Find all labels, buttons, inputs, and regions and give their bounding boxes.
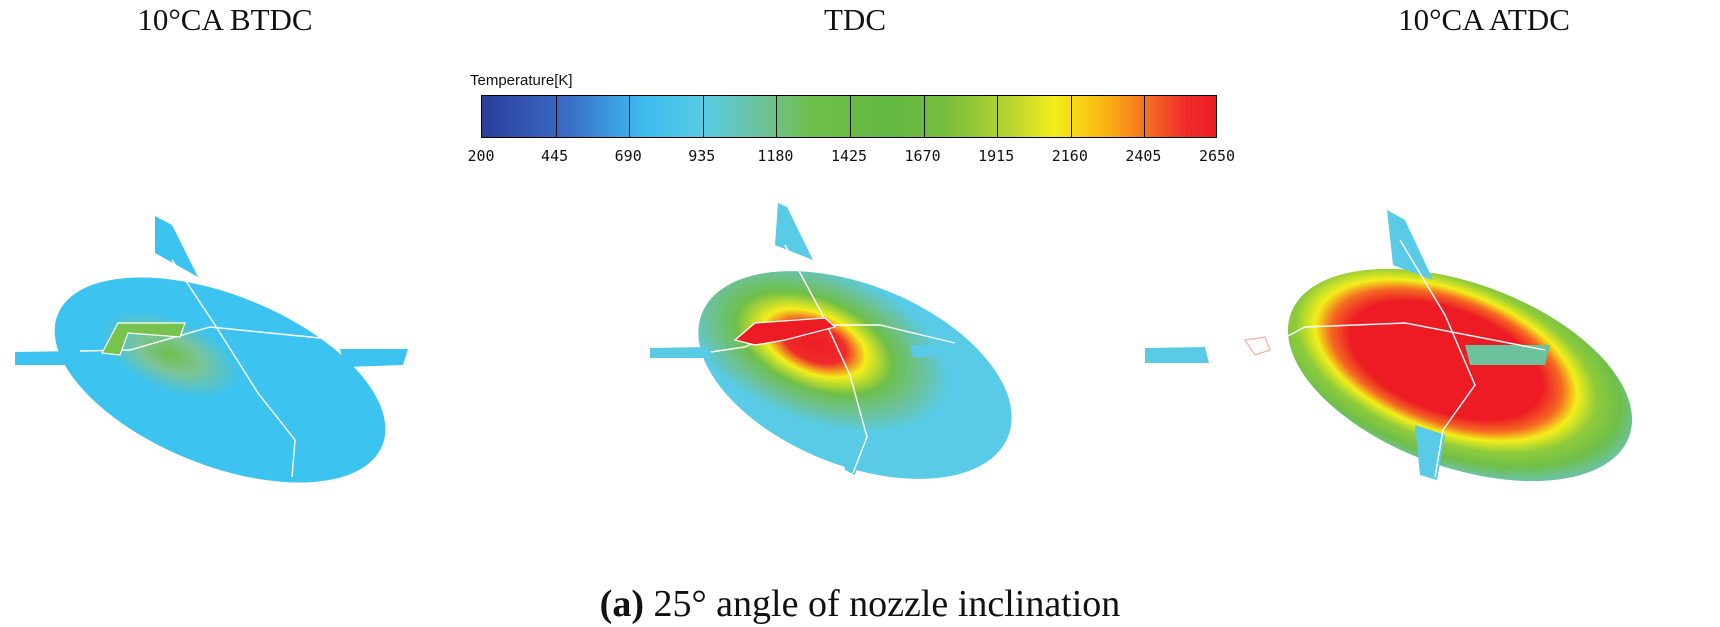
legend-tick-label: 1180 (757, 147, 794, 165)
figure-caption: (a) 25° angle of nozzle inclination (0, 582, 1720, 626)
injector-region (1243, 336, 1271, 356)
caption-label: (a) (599, 583, 644, 625)
legend-title: Temperature[K] (470, 72, 573, 89)
legend-tick-label: 1915 (978, 147, 1015, 165)
legend-colorbar (481, 95, 1217, 138)
legend-tick-label: 2160 (1051, 147, 1088, 165)
legend-separator (923, 96, 925, 137)
legend-tick-label: 690 (614, 147, 642, 165)
legend-separator (1070, 96, 1072, 137)
legend-tick-label: 1670 (904, 147, 941, 165)
legend-tick-label: 200 (467, 147, 495, 165)
injector-region (101, 322, 186, 356)
section-line (1399, 239, 1476, 478)
section-line (171, 259, 296, 478)
caption-text: 25° angle of nozzle inclination (643, 583, 1121, 625)
legend-separator (555, 96, 557, 137)
cylinder-cut-plane (1145, 210, 1633, 482)
panel-title-btdc: 10°CA BTDC (137, 2, 313, 37)
injector-region (733, 317, 837, 346)
contour-plot-tdc (650, 203, 1012, 479)
legend-tick-label: 445 (541, 147, 569, 165)
legend-separator (629, 96, 631, 137)
section-line (784, 244, 868, 474)
panel-title-atdc: 10°CA ATDC (1398, 2, 1570, 37)
legend-tick-label: 2650 (1198, 147, 1236, 165)
legend-separator (850, 96, 851, 137)
section-line (1209, 322, 1546, 353)
cylinder-cut-plane (650, 203, 1012, 479)
legend-tick-label: 1425 (830, 147, 868, 165)
legend-tick-label: 2405 (1125, 147, 1162, 165)
contour-plot-btdc (15, 216, 408, 483)
legend-separator (1144, 96, 1146, 137)
legend-separator (997, 96, 999, 137)
legend-separator (702, 96, 704, 137)
cylinder-cut-plane (15, 216, 408, 483)
panel-title-tdc: TDC (824, 2, 886, 37)
legend-separator (776, 96, 778, 137)
legend-tick-label: 935 (688, 147, 716, 165)
contour-plot-atdc (1145, 210, 1633, 482)
